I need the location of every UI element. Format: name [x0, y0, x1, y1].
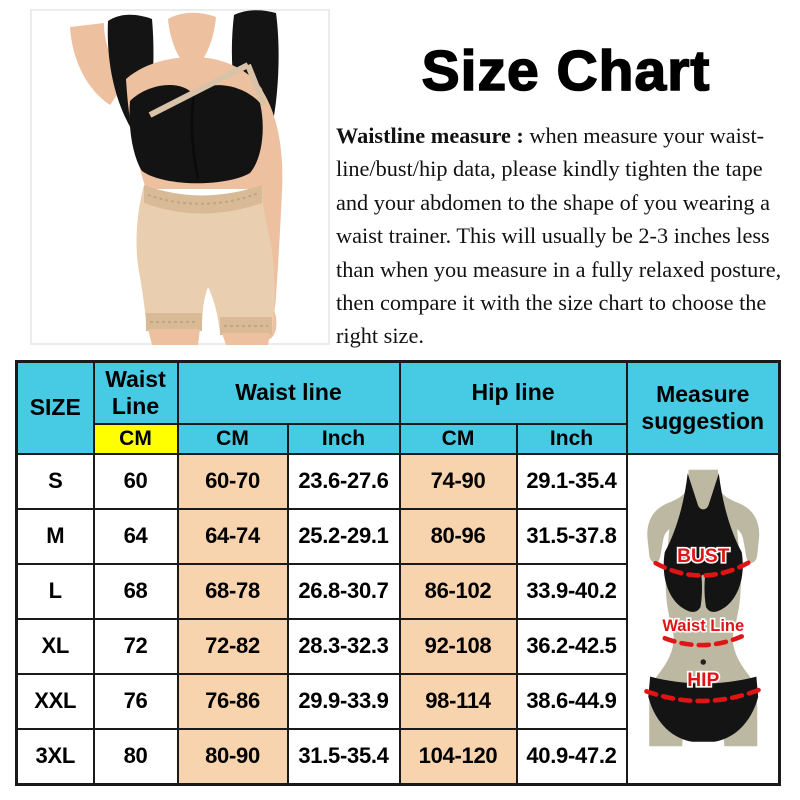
cell-waist-inch: 25.2-29.1 [286, 507, 401, 565]
model-photo-illustration [30, 9, 330, 345]
cell-waist-single: 60 [92, 452, 179, 510]
cell-waist-cm: 80-90 [176, 727, 289, 786]
page-title: Size Chart [421, 38, 711, 104]
table-row-xxl: XXL 76 76-86 29.9-33.9 98-114 38.6-44.9 [15, 672, 780, 730]
briefs [647, 676, 758, 742]
waist-dash-line [662, 633, 744, 647]
product-photo [30, 8, 330, 346]
header-cell-waist-cm: CM [176, 422, 289, 455]
header-cell-hip-inch: Inch [515, 422, 628, 455]
waist-line-label: Waist Line [662, 616, 744, 634]
header-cell-size: SIZE [15, 360, 95, 455]
header-cell-waist-single-cm: CM [92, 422, 179, 455]
cell-hip-cm: 86-102 [398, 562, 518, 620]
cell-waist-inch: 23.6-27.6 [286, 452, 401, 510]
cell-waist-single: 72 [92, 617, 179, 675]
table-row-3xl: 3XL 80 80-90 31.5-35.4 104-120 40.9-47.2 [15, 727, 780, 786]
cell-waist-inch: 31.5-35.4 [286, 727, 401, 786]
hip-dash-line [643, 686, 762, 703]
table-row-s: S 60 60-70 23.6-27.6 74-90 29.1-35.4 [15, 452, 781, 785]
intro-lead: Waistline measure : [336, 123, 524, 148]
cell-waist-cm: 64-74 [176, 507, 289, 565]
cell-size: L [15, 562, 95, 620]
header-cell-measure-suggestion: Measure suggestion [625, 360, 781, 455]
cell-waist-cm: 60-70 [176, 452, 289, 510]
header-cell-waist-inch: Inch [286, 422, 401, 455]
table-row-l: L 68 68-78 26.8-30.7 86-102 33.9-40.2 [15, 562, 780, 620]
size-table: SIZE Waist Line Waist line Hip line Meas… [15, 360, 781, 786]
cell-waist-cm: 68-78 [176, 562, 289, 620]
cell-size: S [15, 452, 95, 510]
hip-label: HIP [687, 669, 719, 690]
cell-size: 3XL [15, 727, 95, 786]
cell-waist-inch: 28.3-32.3 [286, 617, 401, 675]
cell-waist-single: 76 [92, 672, 179, 730]
cell-hip-cm: 104-120 [398, 727, 518, 786]
bust-label: BUST [677, 546, 730, 567]
table-header-row-units: CM CM Inch CM Inch [17, 422, 780, 455]
header-cell-hip-cm: CM [398, 422, 518, 455]
table-header-row-groups: SIZE Waist Line Waist line Hip line Meas… [15, 360, 781, 455]
cell-hip-inch: 31.5-37.8 [515, 507, 628, 565]
cell-hip-inch: 29.1-35.4 [515, 452, 628, 510]
header-cell-hip-line-group: Hip line [398, 360, 628, 425]
cell-waist-single: 68 [92, 562, 179, 620]
cell-hip-cm: 74-90 [398, 452, 518, 510]
cell-size: XL [15, 617, 95, 675]
cell-hip-inch: 36.2-42.5 [515, 617, 628, 675]
cell-hip-cm: 98-114 [398, 672, 518, 730]
navel-dot [700, 658, 706, 665]
cell-hip-cm: 80-96 [398, 507, 518, 565]
cell-waist-inch: 29.9-33.9 [286, 672, 401, 730]
cell-waist-single: 64 [92, 507, 179, 565]
measure-suggestion-cell: BUST Waist Line HIP [625, 452, 781, 785]
intro-paragraph: Waistline measure : when measure your wa… [336, 119, 798, 353]
cell-waist-single: 80 [92, 727, 179, 786]
cell-hip-inch: 33.9-40.2 [515, 562, 628, 620]
cell-size: XXL [15, 672, 95, 730]
cell-waist-cm: 76-86 [176, 672, 289, 730]
table-row-xl: XL 72 72-82 28.3-32.3 92-108 36.2-42.5 [15, 617, 780, 675]
cell-waist-cm: 72-82 [176, 617, 289, 675]
bikini-top [663, 472, 743, 612]
cell-waist-inch: 26.8-30.7 [286, 562, 401, 620]
intro-body: when measure your waist-line/bust/hip da… [336, 123, 782, 349]
header-cell-waist-line-group: Waist line [176, 360, 401, 425]
bust-dash-line [652, 558, 753, 578]
cell-hip-cm: 92-108 [398, 617, 518, 675]
measure-figure-illustration: BUST Waist Line HIP [643, 469, 762, 746]
cell-size: M [15, 507, 95, 565]
measure-figure: BUST Waist Line HIP [630, 455, 777, 783]
table-row-m: M 64 64-74 25.2-29.1 80-96 31.5-37.8 [15, 507, 780, 565]
cell-hip-inch: 40.9-47.2 [515, 727, 628, 786]
header-cell-waist-line-single: Waist Line [92, 360, 179, 425]
cell-hip-inch: 38.6-44.9 [515, 672, 628, 730]
